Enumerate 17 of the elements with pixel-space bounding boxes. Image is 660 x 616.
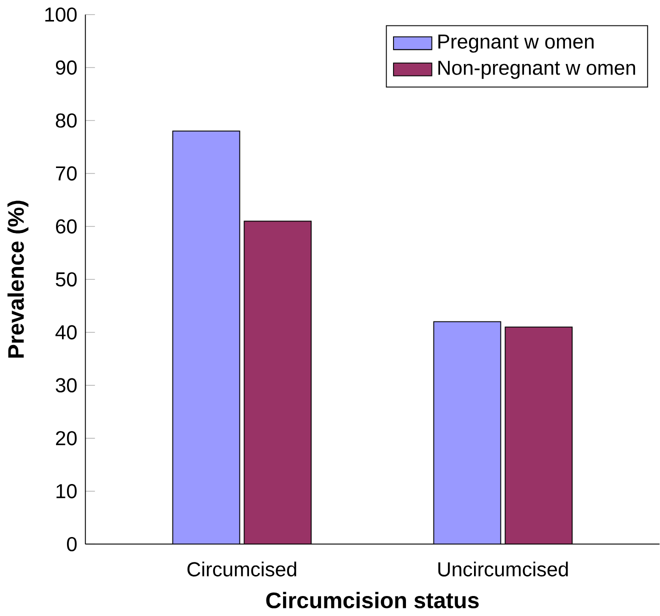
y-tick-label: 0: [66, 537, 77, 552]
y-tick-label: 60: [56, 219, 77, 234]
y-axis-title: Prevalence (%): [7, 200, 28, 358]
y-tick-label: 40: [55, 325, 77, 340]
y-tick-label: 50: [56, 272, 77, 287]
legend-label: Non-pregnant w omen: [438, 60, 636, 80]
y-tick-label: 10: [56, 484, 77, 498]
x-tick-label: Circumcised: [187, 562, 296, 577]
y-tick-label: 70: [56, 166, 77, 181]
y-tick-label: 80: [56, 113, 77, 128]
y-tick-label: 30: [56, 378, 77, 393]
legend-label: Pregnant w omen: [438, 34, 594, 53]
x-tick-label: Uncircumcised: [438, 562, 568, 577]
y-tick-label: 100: [45, 8, 77, 22]
y-tick-label: 20: [56, 431, 77, 446]
y-tick-label: 90: [56, 60, 77, 75]
x-axis-title: Circumcision status: [266, 592, 479, 608]
